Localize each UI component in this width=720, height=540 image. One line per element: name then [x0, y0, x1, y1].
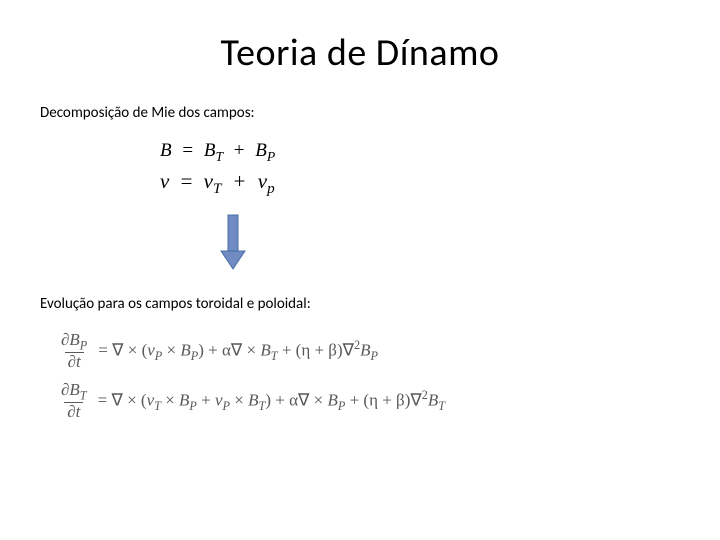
arrow-shaft	[228, 215, 238, 251]
eq-B: B = BT + BP	[160, 140, 680, 165]
arrow-head	[221, 251, 245, 269]
slide: Teoria de Dínamo Decomposição de Mie dos…	[0, 0, 720, 461]
fraction-dBt-dt: ∂BT ∂t	[58, 381, 90, 421]
eq-dBp-dt: ∂BP ∂t = ∇ × (vP × BP) + α∇ × BT + (η + …	[58, 331, 680, 371]
subheading-decomposition: Decomposição de Mie dos campos:	[40, 104, 680, 122]
down-arrow-icon	[220, 214, 680, 275]
page-title: Teoria de Dínamo	[40, 30, 680, 76]
eq-v: v = vT + vp	[160, 169, 680, 198]
fraction-dBp-dt: ∂BP ∂t	[58, 331, 90, 371]
eq-dBt-dt: ∂BT ∂t = ∇ × (vT × BP + vP × BT) + α∇ × …	[58, 381, 680, 421]
mie-equations: B = BT + BP v = vT + vp	[160, 140, 680, 198]
subheading-evolution: Evolução para os campos toroidal e poloi…	[40, 295, 680, 313]
evolution-equations: ∂BP ∂t = ∇ × (vP × BP) + α∇ × BT + (η + …	[58, 331, 680, 421]
